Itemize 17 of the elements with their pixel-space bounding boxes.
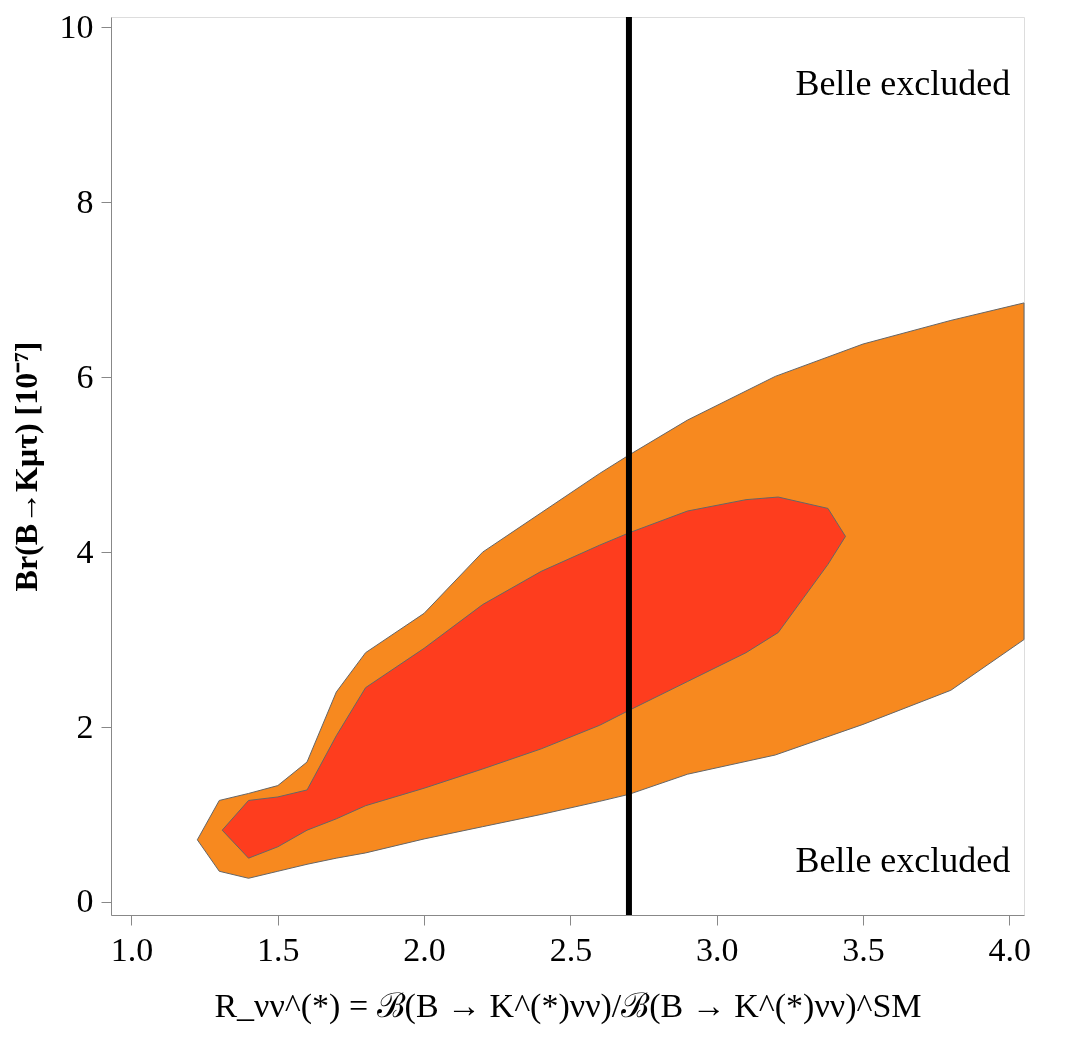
x-tick-label: 1.0 bbox=[110, 930, 154, 968]
y-tick-label: 6 bbox=[76, 357, 94, 395]
y-tick-label: 4 bbox=[76, 532, 94, 570]
y-tick-label: 0 bbox=[76, 882, 94, 920]
x-axis-title: R_νν^(*) = ℬ(B → K^(*)νν)/ℬ(B → K^(*)νν)^SM bbox=[214, 986, 922, 1025]
y-tick-label: 2 bbox=[76, 707, 94, 745]
y-tick-label: 10 bbox=[59, 7, 94, 45]
y-axis-title: Br(B→Kμτ) [10⁻⁷] bbox=[7, 341, 44, 592]
x-tick-label: 2.5 bbox=[549, 930, 593, 968]
annotation: Belle excluded bbox=[795, 840, 1011, 881]
x-tick-label: 1.5 bbox=[257, 930, 300, 968]
x-tick-label: 4.0 bbox=[988, 930, 1032, 968]
x-tick-label: 3.5 bbox=[842, 930, 885, 968]
annotation: Belle excluded bbox=[795, 63, 1011, 104]
x-tick-label: 3.0 bbox=[695, 930, 739, 968]
y-tick-label: 8 bbox=[76, 182, 94, 220]
x-tick-label: 2.0 bbox=[403, 930, 446, 968]
